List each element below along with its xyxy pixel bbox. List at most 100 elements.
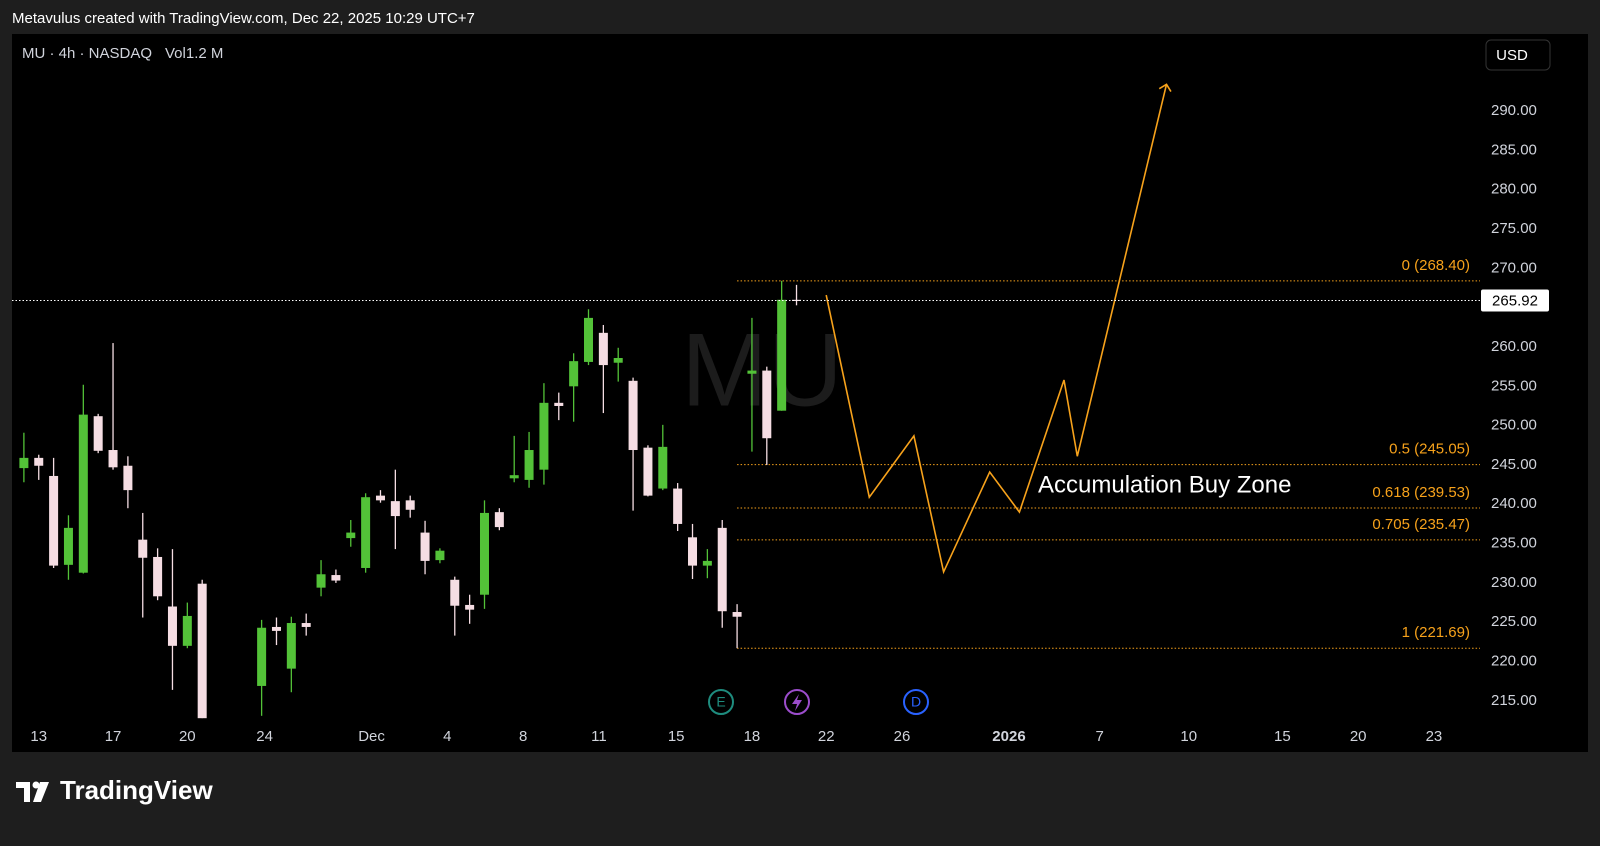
y-tick-label: 225.00 — [1491, 613, 1537, 630]
y-tick-label: 230.00 — [1491, 574, 1537, 591]
x-tick-label: 24 — [256, 728, 273, 745]
earnings-event[interactable] — [708, 689, 734, 715]
candle — [762, 366, 772, 465]
event-label[interactable]: E — [716, 694, 725, 710]
y-tick-label: 275.00 — [1491, 220, 1537, 237]
candle-body — [524, 450, 534, 480]
fib-level-label: 1 (221.69) — [1402, 624, 1470, 641]
candle — [34, 454, 44, 480]
candle-body — [197, 583, 207, 719]
currency-label[interactable]: USD — [1496, 47, 1528, 64]
candle-body — [673, 488, 683, 524]
candle — [19, 432, 29, 483]
candle-body — [405, 500, 415, 510]
logo-mark — [16, 782, 30, 802]
candle-body — [153, 556, 163, 597]
candle-body — [167, 606, 177, 646]
x-tick-label: 2026 — [992, 728, 1025, 745]
logo-mark — [32, 781, 40, 789]
y-tick-label: 245.00 — [1491, 456, 1537, 473]
last-price-label: 265.92 — [1492, 292, 1538, 309]
candle — [405, 495, 415, 518]
candle — [613, 347, 623, 382]
candle — [331, 569, 341, 583]
candle — [138, 512, 148, 618]
candle — [479, 500, 489, 609]
x-tick-label: Dec — [358, 728, 385, 745]
y-tick-label: 285.00 — [1491, 141, 1537, 158]
last-price-box — [1481, 289, 1549, 312]
candle-body — [465, 604, 475, 610]
event-label[interactable]: D — [911, 694, 921, 710]
candle-body — [539, 402, 549, 470]
candle-body — [123, 465, 133, 491]
candle-body — [509, 475, 519, 479]
candle — [63, 515, 73, 580]
candle — [167, 549, 177, 690]
x-tick-label: 20 — [179, 728, 196, 745]
y-tick-label: 220.00 — [1491, 653, 1537, 670]
candle — [658, 424, 668, 491]
candle — [717, 520, 727, 628]
tradingview-logo: TradingView — [16, 775, 213, 805]
x-tick-label: 11 — [591, 728, 607, 745]
fib-level-label: 0.618 (239.53) — [1372, 484, 1470, 501]
candle — [584, 309, 594, 366]
candle-body — [554, 402, 564, 406]
candle-body — [316, 574, 326, 588]
candle — [420, 520, 430, 575]
candle — [539, 383, 549, 485]
candle-body — [138, 539, 148, 558]
candle — [673, 483, 683, 532]
candle — [494, 508, 504, 531]
candle-body — [628, 380, 638, 451]
candle — [78, 384, 88, 574]
candle — [777, 280, 787, 411]
symbol-info: MU · 4h · NASDAQ — [22, 45, 152, 62]
news-event[interactable] — [784, 689, 810, 715]
x-tick-label: 26 — [894, 728, 911, 745]
candle — [450, 576, 460, 636]
candle-body — [732, 612, 742, 617]
plot-area — [12, 34, 1588, 752]
y-tick-label: 250.00 — [1491, 417, 1537, 434]
candle-body — [747, 370, 757, 374]
candle — [643, 445, 653, 497]
candle — [524, 431, 534, 488]
y-tick-label: 240.00 — [1491, 495, 1537, 512]
watermark: MU — [681, 312, 843, 428]
candle-body — [301, 623, 311, 627]
logo-mark — [33, 782, 49, 802]
candle — [49, 457, 59, 568]
candle — [554, 392, 564, 421]
lightning-icon — [792, 694, 802, 711]
candle-body — [182, 615, 192, 646]
fib-level-label: 0.705 (235.47) — [1372, 516, 1470, 533]
dividend-event[interactable] — [903, 689, 929, 715]
candle — [123, 456, 133, 509]
y-tick-label: 235.00 — [1491, 535, 1537, 552]
x-tick-label: 13 — [30, 728, 47, 745]
candle-body — [286, 623, 296, 669]
currency-button[interactable] — [1485, 39, 1551, 71]
x-tick-label: 4 — [443, 728, 451, 745]
candle — [153, 548, 163, 601]
candle — [509, 435, 519, 483]
x-tick-label: 8 — [519, 728, 527, 745]
candle — [271, 617, 281, 646]
candle-body — [717, 527, 727, 612]
candle-body — [331, 575, 341, 581]
candle — [688, 523, 698, 579]
candle-body — [658, 446, 668, 489]
candle-body — [63, 527, 73, 565]
candle-body — [361, 497, 371, 568]
candle — [628, 377, 638, 511]
chart-layer: 215.00 220.00 225.00 230.00 235.00 240.00 245.… — [12, 83, 1549, 745]
candle-body — [702, 560, 712, 566]
candle-body — [390, 501, 400, 517]
x-tick-label: 15 — [1274, 728, 1291, 745]
y-tick-label: 280.00 — [1491, 181, 1537, 198]
candle — [732, 604, 742, 649]
candle — [361, 493, 371, 573]
